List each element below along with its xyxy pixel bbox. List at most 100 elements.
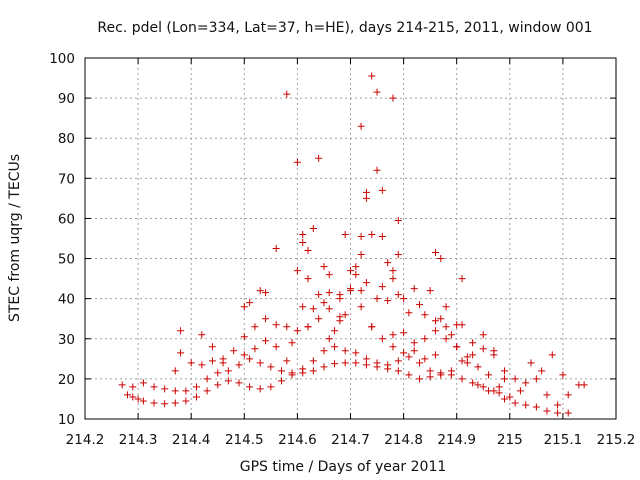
data-point — [522, 401, 530, 409]
data-point — [283, 90, 291, 98]
data-point — [394, 251, 402, 259]
data-point — [373, 88, 381, 96]
data-point — [500, 395, 508, 403]
data-point — [325, 289, 333, 297]
data-point — [437, 315, 445, 323]
data-point — [548, 351, 556, 359]
data-point — [331, 327, 339, 335]
data-point — [453, 343, 461, 351]
data-point — [283, 357, 291, 365]
data-point — [474, 363, 482, 371]
data-point — [522, 379, 530, 387]
data-point — [235, 361, 243, 369]
data-point — [426, 373, 434, 381]
data-point — [410, 285, 418, 293]
data-point — [293, 267, 301, 275]
y-tick-label: 60 — [58, 211, 75, 227]
data-point — [246, 383, 254, 391]
data-point — [389, 267, 397, 275]
data-point — [315, 315, 323, 323]
data-point — [320, 299, 328, 307]
data-point — [304, 323, 312, 331]
data-point — [543, 407, 551, 415]
data-point — [368, 72, 376, 80]
data-point — [485, 371, 493, 379]
data-point — [490, 351, 498, 359]
data-point — [171, 367, 179, 375]
data-point — [554, 401, 562, 409]
data-point — [416, 301, 424, 309]
data-point — [288, 369, 296, 377]
data-point — [171, 387, 179, 395]
data-point — [447, 367, 455, 375]
chart-title: Rec. pdel (Lon=334, Lat=37, h=HE), days … — [97, 20, 592, 36]
data-point — [161, 400, 169, 408]
data-point — [442, 323, 450, 331]
x-tick-label: 214.5 — [225, 432, 264, 448]
data-point — [352, 359, 360, 367]
data-point — [214, 381, 222, 389]
data-point — [500, 375, 508, 383]
data-point — [559, 371, 567, 379]
data-point — [479, 331, 487, 339]
x-tick-label: 215 — [497, 432, 523, 448]
data-point — [431, 327, 439, 335]
data-point — [394, 367, 402, 375]
data-point — [389, 94, 397, 102]
data-point — [187, 359, 195, 367]
data-point — [426, 367, 434, 375]
data-point — [304, 275, 312, 283]
data-point — [442, 303, 450, 311]
data-point — [309, 367, 317, 375]
data-point — [123, 391, 131, 399]
data-point — [331, 360, 339, 368]
data-point — [177, 349, 185, 357]
data-point — [532, 375, 540, 383]
data-point — [341, 311, 349, 319]
data-point — [208, 343, 216, 351]
data-point — [495, 383, 503, 391]
data-point — [384, 297, 392, 305]
x-tick-label: 214.2 — [66, 432, 105, 448]
data-point — [479, 383, 487, 391]
data-point — [405, 309, 413, 317]
data-point — [362, 355, 370, 363]
data-point — [362, 361, 370, 369]
data-point — [341, 347, 349, 355]
data-point — [394, 291, 402, 299]
data-point — [357, 251, 365, 259]
data-point — [580, 381, 588, 389]
data-point — [474, 381, 482, 389]
data-point — [139, 379, 147, 387]
data-point — [458, 357, 466, 365]
data-point — [309, 357, 317, 365]
data-point — [362, 194, 370, 202]
data-point — [277, 377, 285, 385]
data-point — [357, 287, 365, 295]
data-point — [240, 351, 248, 359]
data-point — [357, 303, 365, 311]
data-point — [262, 289, 270, 297]
data-point — [511, 375, 519, 383]
data-point — [198, 361, 206, 369]
data-point — [532, 403, 540, 411]
data-point — [198, 331, 206, 339]
data-point — [485, 387, 493, 395]
y-tick-label: 50 — [58, 252, 75, 268]
data-point — [463, 353, 471, 361]
data-point — [469, 379, 477, 387]
data-point — [293, 327, 301, 335]
data-point — [400, 349, 408, 357]
data-point — [421, 335, 429, 343]
data-point — [219, 359, 227, 367]
data-point — [389, 331, 397, 339]
x-tick-label: 214.7 — [331, 432, 370, 448]
x-tick-label: 214.9 — [437, 432, 476, 448]
data-point — [203, 375, 211, 383]
data-point — [304, 247, 312, 255]
data-point — [543, 391, 551, 399]
data-point — [378, 335, 386, 343]
data-point — [357, 122, 365, 130]
data-point — [256, 359, 264, 367]
x-tick-label: 215.2 — [597, 432, 636, 448]
